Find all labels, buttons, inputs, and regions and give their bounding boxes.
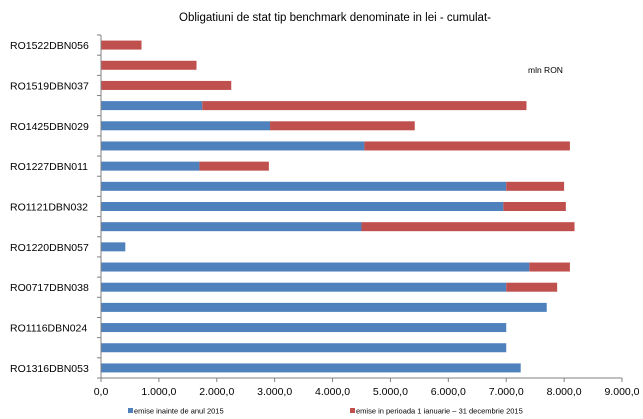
x-tick-label: 1.000,0 [141, 386, 176, 398]
bar-during-2015-2 [101, 80, 232, 90]
x-tick-label: 4.000,0 [315, 386, 350, 398]
x-tick-label: 3.000,0 [257, 386, 292, 398]
bar-before-2015-9 [101, 222, 362, 232]
bar-before-2015-8 [101, 202, 504, 211]
bar-before-2015-16 [101, 363, 521, 373]
category-label: RO1519DBN037 [10, 80, 89, 92]
legend-swatch [350, 408, 355, 413]
bar-before-2015-13 [101, 302, 547, 312]
bars [101, 40, 575, 373]
legend-label: emise in perioada 1 ianuarie – 31 decemb… [356, 407, 523, 416]
unit-note: mln RON [528, 65, 563, 75]
bar-during-2015-8 [503, 202, 566, 211]
bar-during-2015-3 [202, 101, 527, 111]
bar-before-2015-12 [101, 282, 507, 292]
bar-during-2015-11 [529, 262, 570, 272]
legend-label: emise inainte de anul 2015 [134, 407, 224, 416]
category-label: RO1316DBN053 [10, 363, 89, 375]
bar-before-2015-11 [101, 262, 530, 272]
legend-swatch [128, 408, 133, 413]
bar-before-2015-6 [101, 161, 200, 171]
bar-before-2015-4 [101, 121, 271, 131]
bar-during-2015-1 [101, 60, 197, 70]
bar-before-2015-5 [101, 141, 365, 151]
x-tick-label: 2.000,0 [199, 386, 234, 398]
category-label: RO1116DBN024 [10, 323, 87, 335]
category-label: RO1425DBN029 [10, 121, 89, 133]
bar-during-2015-7 [506, 181, 565, 191]
category-label: RO0717DBN038 [10, 282, 89, 294]
axes [97, 34, 623, 382]
legend: emise inainte de anul 2015 emise in perio… [128, 407, 523, 416]
category-labels: RO1522DBN056 RO1519DBN037 RO1425DBN029 RO12… [10, 40, 89, 375]
category-label: RO1227DBN011 [10, 161, 88, 173]
bar-during-2015-5 [364, 141, 570, 151]
chart-title: Obligatiuni de stat tip benchmark denomi… [179, 12, 491, 24]
category-label: RO1121DBN032 [10, 202, 88, 214]
bar-during-2015-6 [199, 161, 269, 171]
bar-before-2015-3 [101, 101, 203, 111]
bar-before-2015-14 [101, 323, 507, 333]
bar-during-2015-9 [361, 222, 575, 232]
x-tick-label: 8.000,0 [547, 386, 582, 398]
category-label: RO1220DBN057 [10, 242, 89, 254]
bar-before-2015-15 [101, 343, 507, 353]
tick-labels: 0,0 1.000,0 2.000,0 3.000,0 4.000,0 5.000,0 6.… [94, 386, 640, 398]
bar-before-2015-10 [101, 242, 126, 252]
x-tick-label: 9.000,0 [604, 386, 639, 398]
x-tick-label: 0,0 [94, 386, 109, 398]
bar-before-2015-7 [101, 181, 507, 191]
x-tick-label: 5.000,0 [373, 386, 408, 398]
x-tick-label: 7.000,0 [489, 386, 524, 398]
bar-during-2015-4 [270, 121, 415, 131]
category-label: RO1522DBN056 [10, 40, 89, 52]
x-tick-label: 6.000,0 [431, 386, 466, 398]
bar-during-2015-12 [506, 282, 558, 292]
bar-during-2015-0 [101, 40, 142, 50]
